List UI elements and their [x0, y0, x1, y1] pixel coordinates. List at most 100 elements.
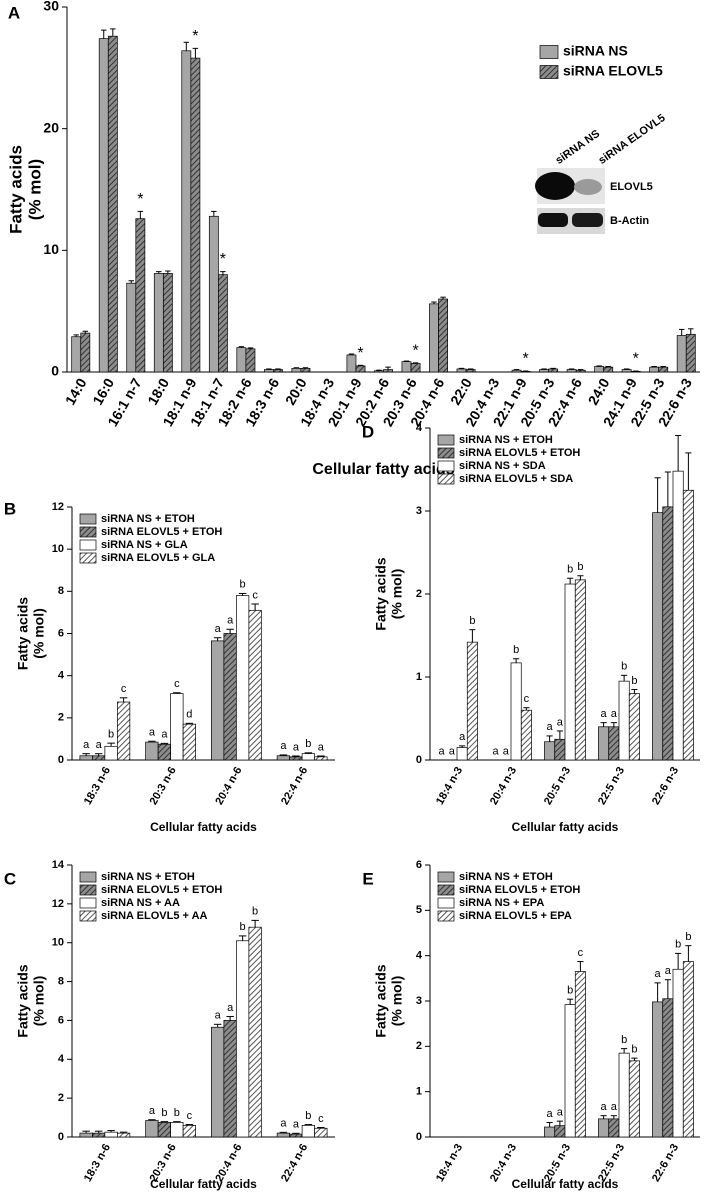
legend-swatch: [79, 884, 97, 896]
bar: [548, 368, 559, 373]
y-tick-label: 12: [52, 501, 64, 513]
legend-label: siRNA NS + GLA: [101, 539, 188, 551]
bar: [157, 1122, 171, 1138]
bar: [300, 368, 311, 373]
legend-label: siRNA ELOVL5 + ETOH: [101, 526, 222, 538]
x-tick-label: 22:6 n-3: [650, 765, 681, 807]
significance-label: b: [252, 906, 258, 918]
y-tick-label: 5: [416, 904, 422, 916]
x-tick-label: 22:5 n-3: [596, 765, 627, 807]
bar: [301, 1124, 315, 1138]
y-axis-label: (% mol): [389, 569, 405, 620]
y-tick-label: 2: [416, 588, 422, 600]
bar: [182, 723, 196, 761]
bar: [314, 756, 328, 761]
x-tick-label: 20:5 n-3: [542, 765, 573, 807]
y-tick-label: 2: [58, 712, 64, 724]
legend-swatch: [437, 871, 455, 883]
significance-label: a: [493, 745, 500, 757]
bar: [608, 1118, 620, 1138]
panel-label: C: [4, 869, 16, 888]
y-tick-label: 4: [416, 422, 423, 434]
significance-label: a: [215, 1010, 222, 1022]
bar: [662, 506, 674, 761]
chart-panel: 0 1 2 3 4 5 6 E Cellular fatty acids Fatty acids(…: [362, 859, 700, 1191]
bar: [649, 366, 660, 373]
bar: [554, 738, 566, 761]
bar: [276, 755, 290, 761]
x-axis-label: Cellular fatty acids: [150, 820, 257, 834]
significance-label: a: [557, 1106, 564, 1118]
significance-label: a: [318, 741, 325, 753]
bar: [672, 470, 684, 761]
bar: [273, 369, 283, 373]
significance-label: a: [557, 716, 564, 728]
significance-label: a: [161, 729, 168, 741]
bar: [672, 968, 684, 1138]
significance-label: a: [215, 623, 222, 635]
bar: [92, 1132, 106, 1138]
bar: [71, 336, 82, 373]
bar: [218, 274, 228, 373]
significance-label: a: [280, 1118, 287, 1130]
bar: [276, 1132, 290, 1138]
bar: [374, 370, 384, 373]
blot-band: [574, 179, 602, 195]
bar: [208, 215, 219, 373]
panel-label: D: [362, 422, 374, 441]
x-tick-label: 20:4 n-3: [488, 765, 519, 807]
bar: [157, 743, 171, 761]
significance-label: c: [174, 678, 180, 690]
x-tick-label: 18:4 n-3: [434, 765, 465, 807]
bar: [79, 1132, 93, 1138]
significance-label: b: [621, 1034, 627, 1046]
significance-label: *: [357, 345, 363, 362]
x-tick-label: 20:3 n-6: [148, 765, 179, 807]
significance-label: b: [567, 984, 573, 996]
legend-swatch: [79, 526, 97, 538]
bar: [301, 753, 315, 761]
bar: [544, 741, 556, 761]
y-tick-label: 6: [58, 627, 64, 639]
bar: [676, 335, 687, 373]
bar: [263, 369, 274, 373]
significance-label: a: [601, 708, 608, 720]
significance-label: *: [523, 351, 529, 368]
bar: [236, 940, 250, 1138]
significance-label: b: [631, 1043, 637, 1055]
y-tick-label: 1: [416, 1086, 422, 1098]
bar: [182, 1124, 196, 1138]
bar: [564, 583, 576, 761]
significance-label: b: [240, 921, 246, 933]
bar: [574, 971, 586, 1138]
significance-label: b: [174, 1107, 180, 1119]
legend-label: siRNA ELOVL5 + EPA: [459, 910, 572, 922]
bar: [621, 369, 632, 373]
significance-label: a: [83, 739, 90, 751]
legend-label: siRNA ELOVL5: [563, 63, 663, 79]
bar: [291, 368, 302, 373]
significance-label: b: [675, 939, 681, 951]
bar: [153, 273, 164, 373]
significance-label: a: [459, 731, 466, 743]
significance-label: b: [240, 579, 246, 591]
significance-label: b: [685, 931, 691, 943]
significance-label: a: [293, 741, 300, 753]
panel-label: E: [362, 869, 373, 888]
x-tick-label: 18:3 n-6: [82, 765, 113, 807]
chart-panel: 0 10 20 30 A Cellular fatty acids Fatty acids(…: [6, 0, 700, 478]
x-tick-label: 16:0: [89, 375, 117, 407]
legend-label: siRNA ELOVL5 + ETOH: [101, 884, 222, 896]
y-tick-label: 3: [416, 995, 422, 1007]
significance-label: a: [227, 615, 234, 627]
legend-swatch: [79, 871, 97, 883]
y-tick-label: 0: [58, 754, 64, 766]
bar: [685, 333, 696, 373]
blot-band-label: ELOVL5: [610, 181, 653, 193]
x-tick-label: 20:4 n-6: [213, 765, 244, 807]
bar: [289, 756, 303, 761]
bar: [564, 1004, 576, 1138]
bar: [92, 755, 106, 761]
blot-band-label: B-Actin: [610, 215, 649, 227]
